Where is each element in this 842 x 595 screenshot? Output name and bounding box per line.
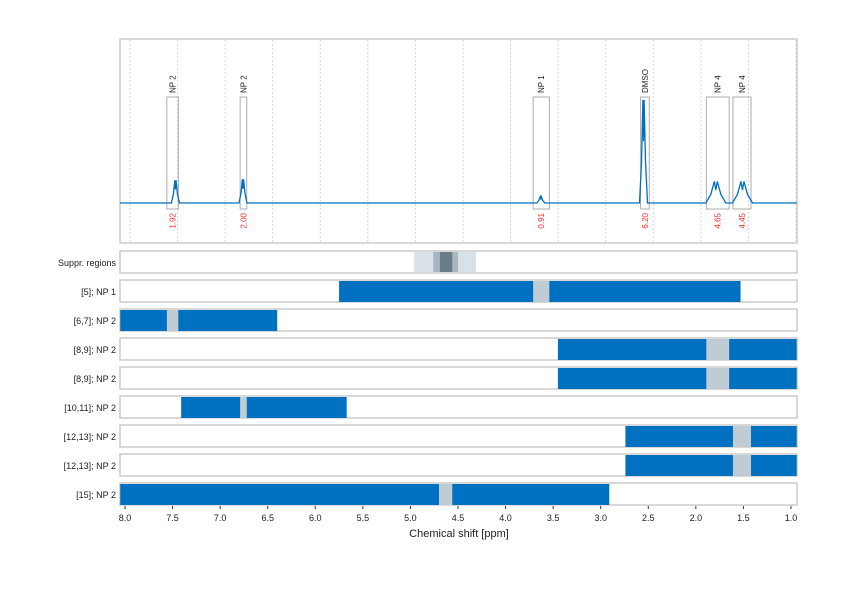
x-tick-label: 5.5 xyxy=(357,513,370,523)
peak-integral: 2.00 xyxy=(239,212,248,228)
x-tick-label: 3.5 xyxy=(547,513,560,523)
range-gap xyxy=(732,426,752,447)
range-bar xyxy=(557,339,797,360)
spectrum-line xyxy=(120,99,797,204)
row-label: [10,11]; NP 2 xyxy=(64,403,116,413)
peak-box xyxy=(640,96,650,210)
x-tick-label: 4.0 xyxy=(499,513,512,523)
peak-label: NP 4 xyxy=(714,75,723,93)
range-bar xyxy=(120,310,278,331)
peak-box xyxy=(705,96,730,210)
range-bar xyxy=(625,426,797,447)
row-frame xyxy=(119,308,798,332)
x-tick-label: 3.0 xyxy=(594,513,607,523)
peak-integral: 0.91 xyxy=(537,212,546,228)
suppression-region xyxy=(439,252,453,272)
x-tick-label: 5.0 xyxy=(404,513,417,523)
x-tick-label: 2.0 xyxy=(690,513,703,523)
peak-box xyxy=(166,96,179,210)
x-tick-label: 7.5 xyxy=(166,513,179,523)
peak-integral: 4.45 xyxy=(738,212,747,228)
peak-integral: 1.92 xyxy=(169,212,178,228)
x-tick-label: 1.0 xyxy=(785,513,798,523)
x-axis: 8.0 7.5 7.0 6.5 6.0 5.5 5.0 4.5 4.0 3.5 3.0 2.5 2.0 1… xyxy=(119,506,797,523)
range-bar xyxy=(120,484,610,505)
row-label: [6,7]; NP 2 xyxy=(74,316,116,326)
peak-box xyxy=(239,96,248,210)
row-label: [5]; NP 1 xyxy=(81,287,116,297)
range-gap xyxy=(166,310,179,331)
peak-integral: 4.65 xyxy=(714,212,723,228)
row-label: Suppr. regions xyxy=(58,258,117,268)
peak-integral: 6.20 xyxy=(641,212,650,228)
row-label: [15]; NP 2 xyxy=(76,490,116,500)
peak-label: NP 4 xyxy=(738,75,747,93)
x-tick-label: 6.0 xyxy=(309,513,322,523)
range-gap xyxy=(438,484,453,505)
x-tick-label: 7.0 xyxy=(214,513,227,523)
x-tick-label: 6.5 xyxy=(261,513,274,523)
range-bar xyxy=(557,368,797,389)
range-bar xyxy=(625,455,797,476)
range-gap xyxy=(533,281,550,302)
x-axis-label: Chemical shift [ppm] xyxy=(409,528,509,540)
spectrum-panel: NP 2 1.92 NP 2 2.00 NP 1 0.91 DMSO 6.20 NP 4 4.65… xyxy=(119,38,798,244)
x-tick-label: 8.0 xyxy=(119,513,132,523)
row-label: [8,9]; NP 2 xyxy=(74,374,116,384)
spectrum-frame xyxy=(119,38,798,244)
range-gap xyxy=(240,397,247,418)
x-tick-label: 2.5 xyxy=(642,513,655,523)
row-label: [12,13]; NP 2 xyxy=(64,461,116,471)
range-gap xyxy=(732,455,752,476)
x-tick-label: 4.5 xyxy=(452,513,465,523)
peak-box xyxy=(732,96,752,210)
row-label: [8,9]; NP 2 xyxy=(74,345,116,355)
peak-label: NP 1 xyxy=(537,75,546,93)
peak-box xyxy=(532,96,550,210)
range-gap xyxy=(706,368,730,389)
peak-label: NP 2 xyxy=(239,75,248,93)
row-label: [12,13]; NP 2 xyxy=(64,432,116,442)
range-bar xyxy=(181,397,347,418)
assignment-rows: Suppr. regions [5]; NP 1 [6,7]; NP 2 [8,9];… xyxy=(58,250,798,506)
range-gap xyxy=(706,339,730,360)
peak-label: DMSO xyxy=(641,69,650,93)
peak-label: NP 2 xyxy=(169,75,178,93)
x-tick-label: 1.5 xyxy=(737,513,750,523)
